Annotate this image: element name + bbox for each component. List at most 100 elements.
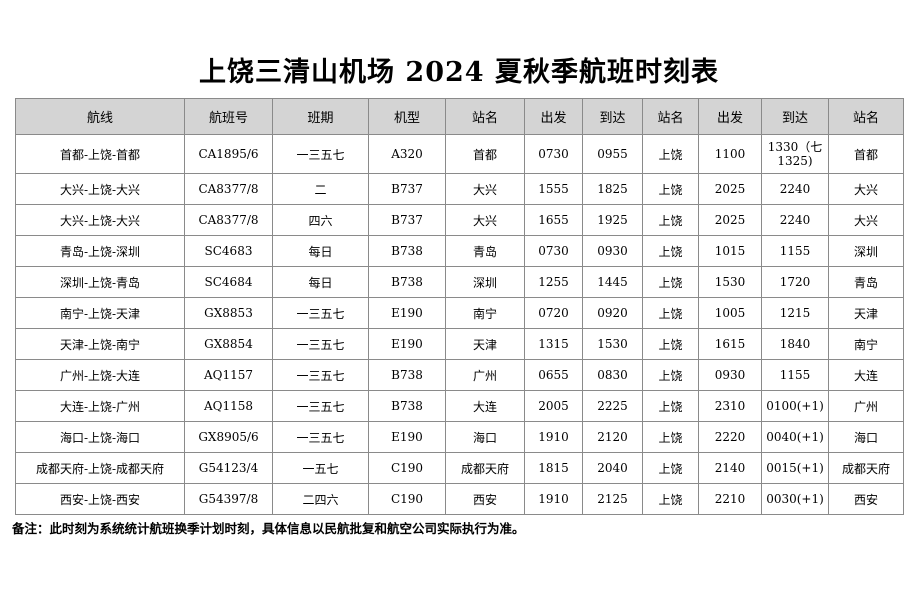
table-cell: 深圳-上饶-青岛	[15, 266, 185, 298]
table-cell: 广州	[445, 359, 525, 391]
column-header: 到达	[761, 98, 829, 135]
table-cell: 0730	[524, 134, 583, 174]
table-cell: 青岛	[445, 235, 525, 267]
table-row: 成都天府-上饶-成都天府 G54123/4 一五七 C190 成都天府 1815 2040 上…	[15, 452, 904, 484]
table-cell: 青岛-上饶-深圳	[15, 235, 185, 267]
table-cell: 1330（七1325)	[761, 134, 829, 174]
page-title: 上饶三清山机场 2024 夏秋季航班时刻表	[199, 57, 719, 88]
table-row: 广州-上饶-大连 AQ1157 一三五七 B738 广州 0655 0830 上饶 0930 11…	[15, 359, 904, 391]
table-cell: 0040(+1)	[761, 421, 829, 453]
table-cell: 1815	[524, 452, 583, 484]
table-cell: E190	[368, 328, 446, 360]
column-header: 站名	[828, 98, 904, 135]
table-cell: 上饶	[642, 204, 699, 236]
table-cell: CA8377/8	[184, 204, 273, 236]
table-cell: 海口	[445, 421, 525, 453]
table-cell: 1315	[524, 328, 583, 360]
table-cell: B738	[368, 390, 446, 422]
table-cell: 二四六	[272, 483, 369, 515]
table-cell: 成都天府	[828, 452, 904, 484]
table-cell: 大兴	[445, 173, 525, 205]
table-cell: 1155	[761, 235, 829, 267]
table-cell: B737	[368, 173, 446, 205]
table-cell: 2220	[698, 421, 762, 453]
table-cell: CA8377/8	[184, 173, 273, 205]
table-cell: 2005	[524, 390, 583, 422]
table-cell: 0720	[524, 297, 583, 329]
table-cell: 二	[272, 173, 369, 205]
column-header: 站名	[642, 98, 699, 135]
table-cell: 1015	[698, 235, 762, 267]
table-cell: 上饶	[642, 235, 699, 267]
table-cell: 2120	[582, 421, 643, 453]
table-cell: 0015(+1)	[761, 452, 829, 484]
table-cell: 1840	[761, 328, 829, 360]
table-cell: 上饶	[642, 452, 699, 484]
table-cell: GX8905/6	[184, 421, 273, 453]
table-cell: 0830	[582, 359, 643, 391]
table-cell: G54123/4	[184, 452, 273, 484]
column-header: 站名	[445, 98, 525, 135]
table-cell: CA1895/6	[184, 134, 273, 174]
table-row: 天津-上饶-南宁 GX8854 一三五七 E190 天津 1315 1530 上饶 1615 18…	[15, 328, 904, 360]
table-cell: 上饶	[642, 173, 699, 205]
table-cell: 2040	[582, 452, 643, 484]
table-cell: B738	[368, 235, 446, 267]
table-cell: A320	[368, 134, 446, 174]
table-cell: 1445	[582, 266, 643, 298]
table-cell: 0930	[698, 359, 762, 391]
table-cell: 1255	[524, 266, 583, 298]
table-cell: 1215	[761, 297, 829, 329]
table-cell: 每日	[272, 266, 369, 298]
table-cell: 首都	[445, 134, 525, 174]
table-header-row: 航线 航班号 班期 机型 站名 出发 到达 站名 出发 到达 站名	[15, 98, 904, 135]
table-cell: 一三五七	[272, 297, 369, 329]
table-cell: 一五七	[272, 452, 369, 484]
table-cell: 2225	[582, 390, 643, 422]
table-cell: 南宁-上饶-天津	[15, 297, 185, 329]
table-cell: 天津	[445, 328, 525, 360]
table-cell: 1910	[524, 483, 583, 515]
table-cell: 青岛	[828, 266, 904, 298]
table-cell: GX8854	[184, 328, 273, 360]
column-header: 出发	[524, 98, 583, 135]
table-cell: 1910	[524, 421, 583, 453]
table-cell: 大连	[445, 390, 525, 422]
table-row: 大连-上饶-广州 AQ1158 一三五七 B738 大连 2005 2225 上饶 2310 01…	[15, 390, 904, 422]
table-cell: 上饶	[642, 134, 699, 174]
table-cell: C190	[368, 483, 446, 515]
table-cell: 南宁	[445, 297, 525, 329]
table-cell: 天津-上饶-南宁	[15, 328, 185, 360]
table-cell: 广州-上饶-大连	[15, 359, 185, 391]
table-row: 西安-上饶-西安 G54397/8 二四六 C190 西安 1910 2125 上饶 2210 0…	[15, 483, 904, 515]
table-body: 首都-上饶-首都 CA1895/6 一三五七 A320 首都 0730 0955 上饶 1100…	[15, 134, 904, 515]
table-cell: 1555	[524, 173, 583, 205]
table-row: 南宁-上饶-天津 GX8853 一三五七 E190 南宁 0720 0920 上饶 1005 12…	[15, 297, 904, 329]
table-cell: 天津	[828, 297, 904, 329]
table-cell: 大连-上饶-广州	[15, 390, 185, 422]
table-cell: 西安	[828, 483, 904, 515]
table-cell: 1530	[582, 328, 643, 360]
table-cell: 0100(+1)	[761, 390, 829, 422]
table-cell: 上饶	[642, 359, 699, 391]
table-cell: 2240	[761, 204, 829, 236]
table-cell: 一三五七	[272, 328, 369, 360]
table-cell: B737	[368, 204, 446, 236]
table-cell: 大兴	[828, 204, 904, 236]
table-cell: 1825	[582, 173, 643, 205]
table-cell: 2025	[698, 204, 762, 236]
table-cell: B738	[368, 266, 446, 298]
table-cell: 2240	[761, 173, 829, 205]
table-cell: 上饶	[642, 328, 699, 360]
table-cell: 大兴	[445, 204, 525, 236]
table-cell: 0955	[582, 134, 643, 174]
footnote: 备注：此时刻为系统统计航班换季计划时刻，具体信息以民航批复和航空公司实际执行为准…	[12, 521, 525, 536]
table-cell: 大兴-上饶-大兴	[15, 173, 185, 205]
table-cell: 1155	[761, 359, 829, 391]
table-cell: 大兴-上饶-大兴	[15, 204, 185, 236]
table-cell: 一三五七	[272, 421, 369, 453]
table-cell: 0930	[582, 235, 643, 267]
table-cell: 大兴	[828, 173, 904, 205]
table-row: 大兴-上饶-大兴 CA8377/8 四六 B737 大兴 1655 1925 上饶 2025 22…	[15, 204, 904, 236]
column-header: 班期	[272, 98, 369, 135]
